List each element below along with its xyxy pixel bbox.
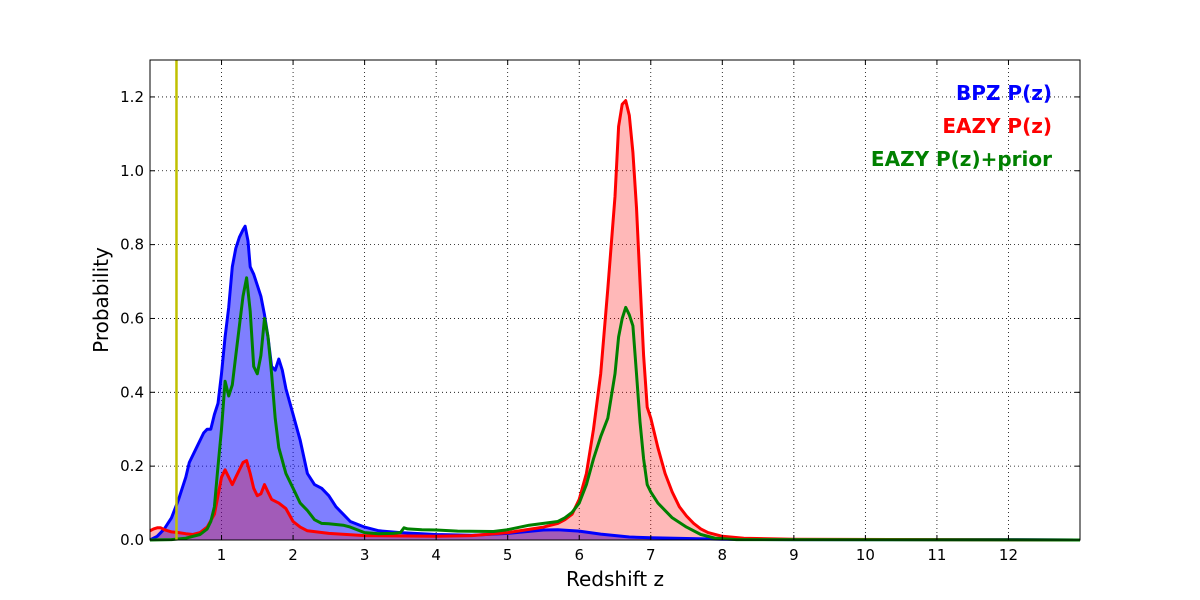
y-axis-label: Probability xyxy=(89,247,113,353)
x-tick-label: 11 xyxy=(927,546,946,564)
series-line-1 xyxy=(149,99,1081,542)
x-tick-label: 12 xyxy=(999,546,1018,564)
y-tick-label: 1.2 xyxy=(120,88,144,106)
series-line-2 xyxy=(149,276,1081,542)
x-tick-label: 9 xyxy=(789,546,799,564)
y-tick-label: 0.2 xyxy=(120,457,144,475)
axis-ticks: 1 2 3 4 5 6 7 8 9 10 11 120.00.20.40.60.81.01.2 xyxy=(120,60,1080,564)
x-tick-label: 1 xyxy=(217,546,227,564)
plot-frame xyxy=(149,59,1081,541)
series-fill-1 xyxy=(150,100,1080,540)
legend-entry-0: BPZ P(z) xyxy=(956,81,1052,105)
series-fills xyxy=(150,100,1080,540)
x-axis-label: Redshift z xyxy=(566,567,664,591)
x-tick-label: 3 xyxy=(360,546,370,564)
series-line-0 xyxy=(149,224,1081,542)
x-tick-label: 4 xyxy=(431,546,441,564)
legend-entry-1: EAZY P(z) xyxy=(942,114,1052,138)
x-tick-label: 5 xyxy=(503,546,513,564)
series-lines xyxy=(149,99,1081,542)
y-tick-label: 0.6 xyxy=(120,309,144,327)
x-tick-label: 2 xyxy=(288,546,298,564)
x-tick-label: 7 xyxy=(646,546,656,564)
x-tick-label: 8 xyxy=(718,546,728,564)
y-tick-label: 1.0 xyxy=(120,162,144,180)
y-tick-label: 0.0 xyxy=(120,531,144,549)
y-tick-label: 0.4 xyxy=(120,383,144,401)
y-tick-label: 0.8 xyxy=(120,236,144,254)
legend-entry-2: EAZY P(z)+prior xyxy=(871,147,1052,171)
series-fill-0 xyxy=(150,226,1080,540)
x-tick-label: 6 xyxy=(574,546,584,564)
x-tick-label: 10 xyxy=(856,546,875,564)
legend: BPZ P(z) EAZY P(z) EAZY P(z)+prior xyxy=(871,81,1052,171)
